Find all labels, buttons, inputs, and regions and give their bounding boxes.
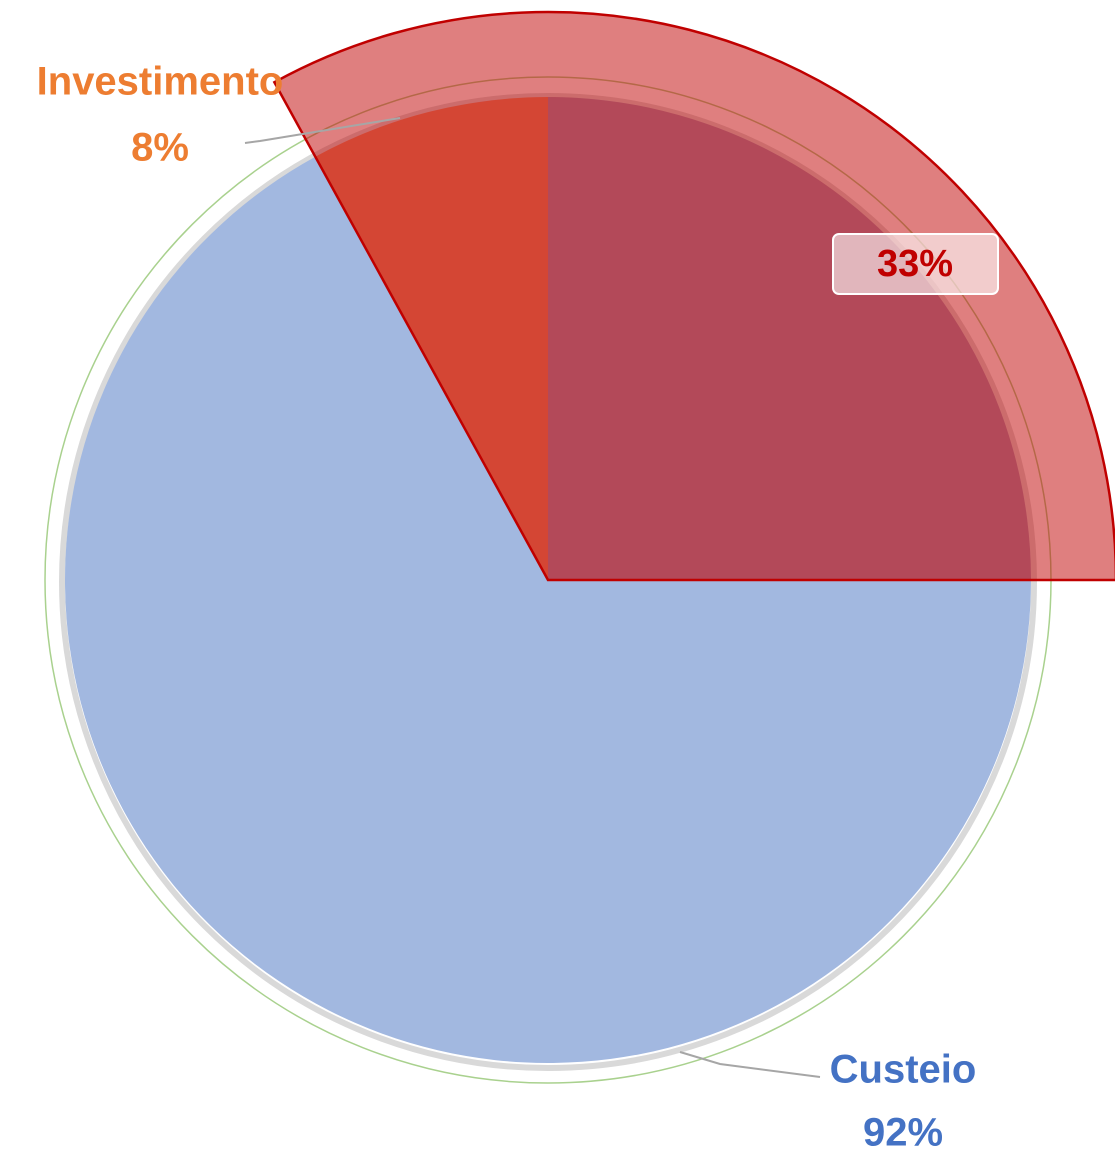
category-label: Investimento xyxy=(37,60,284,104)
highlight-label-box xyxy=(832,233,999,295)
category-label: Custeio xyxy=(830,1048,977,1092)
value-label: 8% xyxy=(131,126,189,170)
leader-line xyxy=(244,117,401,144)
highlight-wedge xyxy=(272,10,1115,582)
highlight-layer xyxy=(272,10,1115,582)
value-label: 92% xyxy=(863,1111,943,1155)
leader-line xyxy=(679,1051,821,1078)
highlight-label: 33% xyxy=(877,243,953,285)
highlight-inner xyxy=(315,97,1031,581)
